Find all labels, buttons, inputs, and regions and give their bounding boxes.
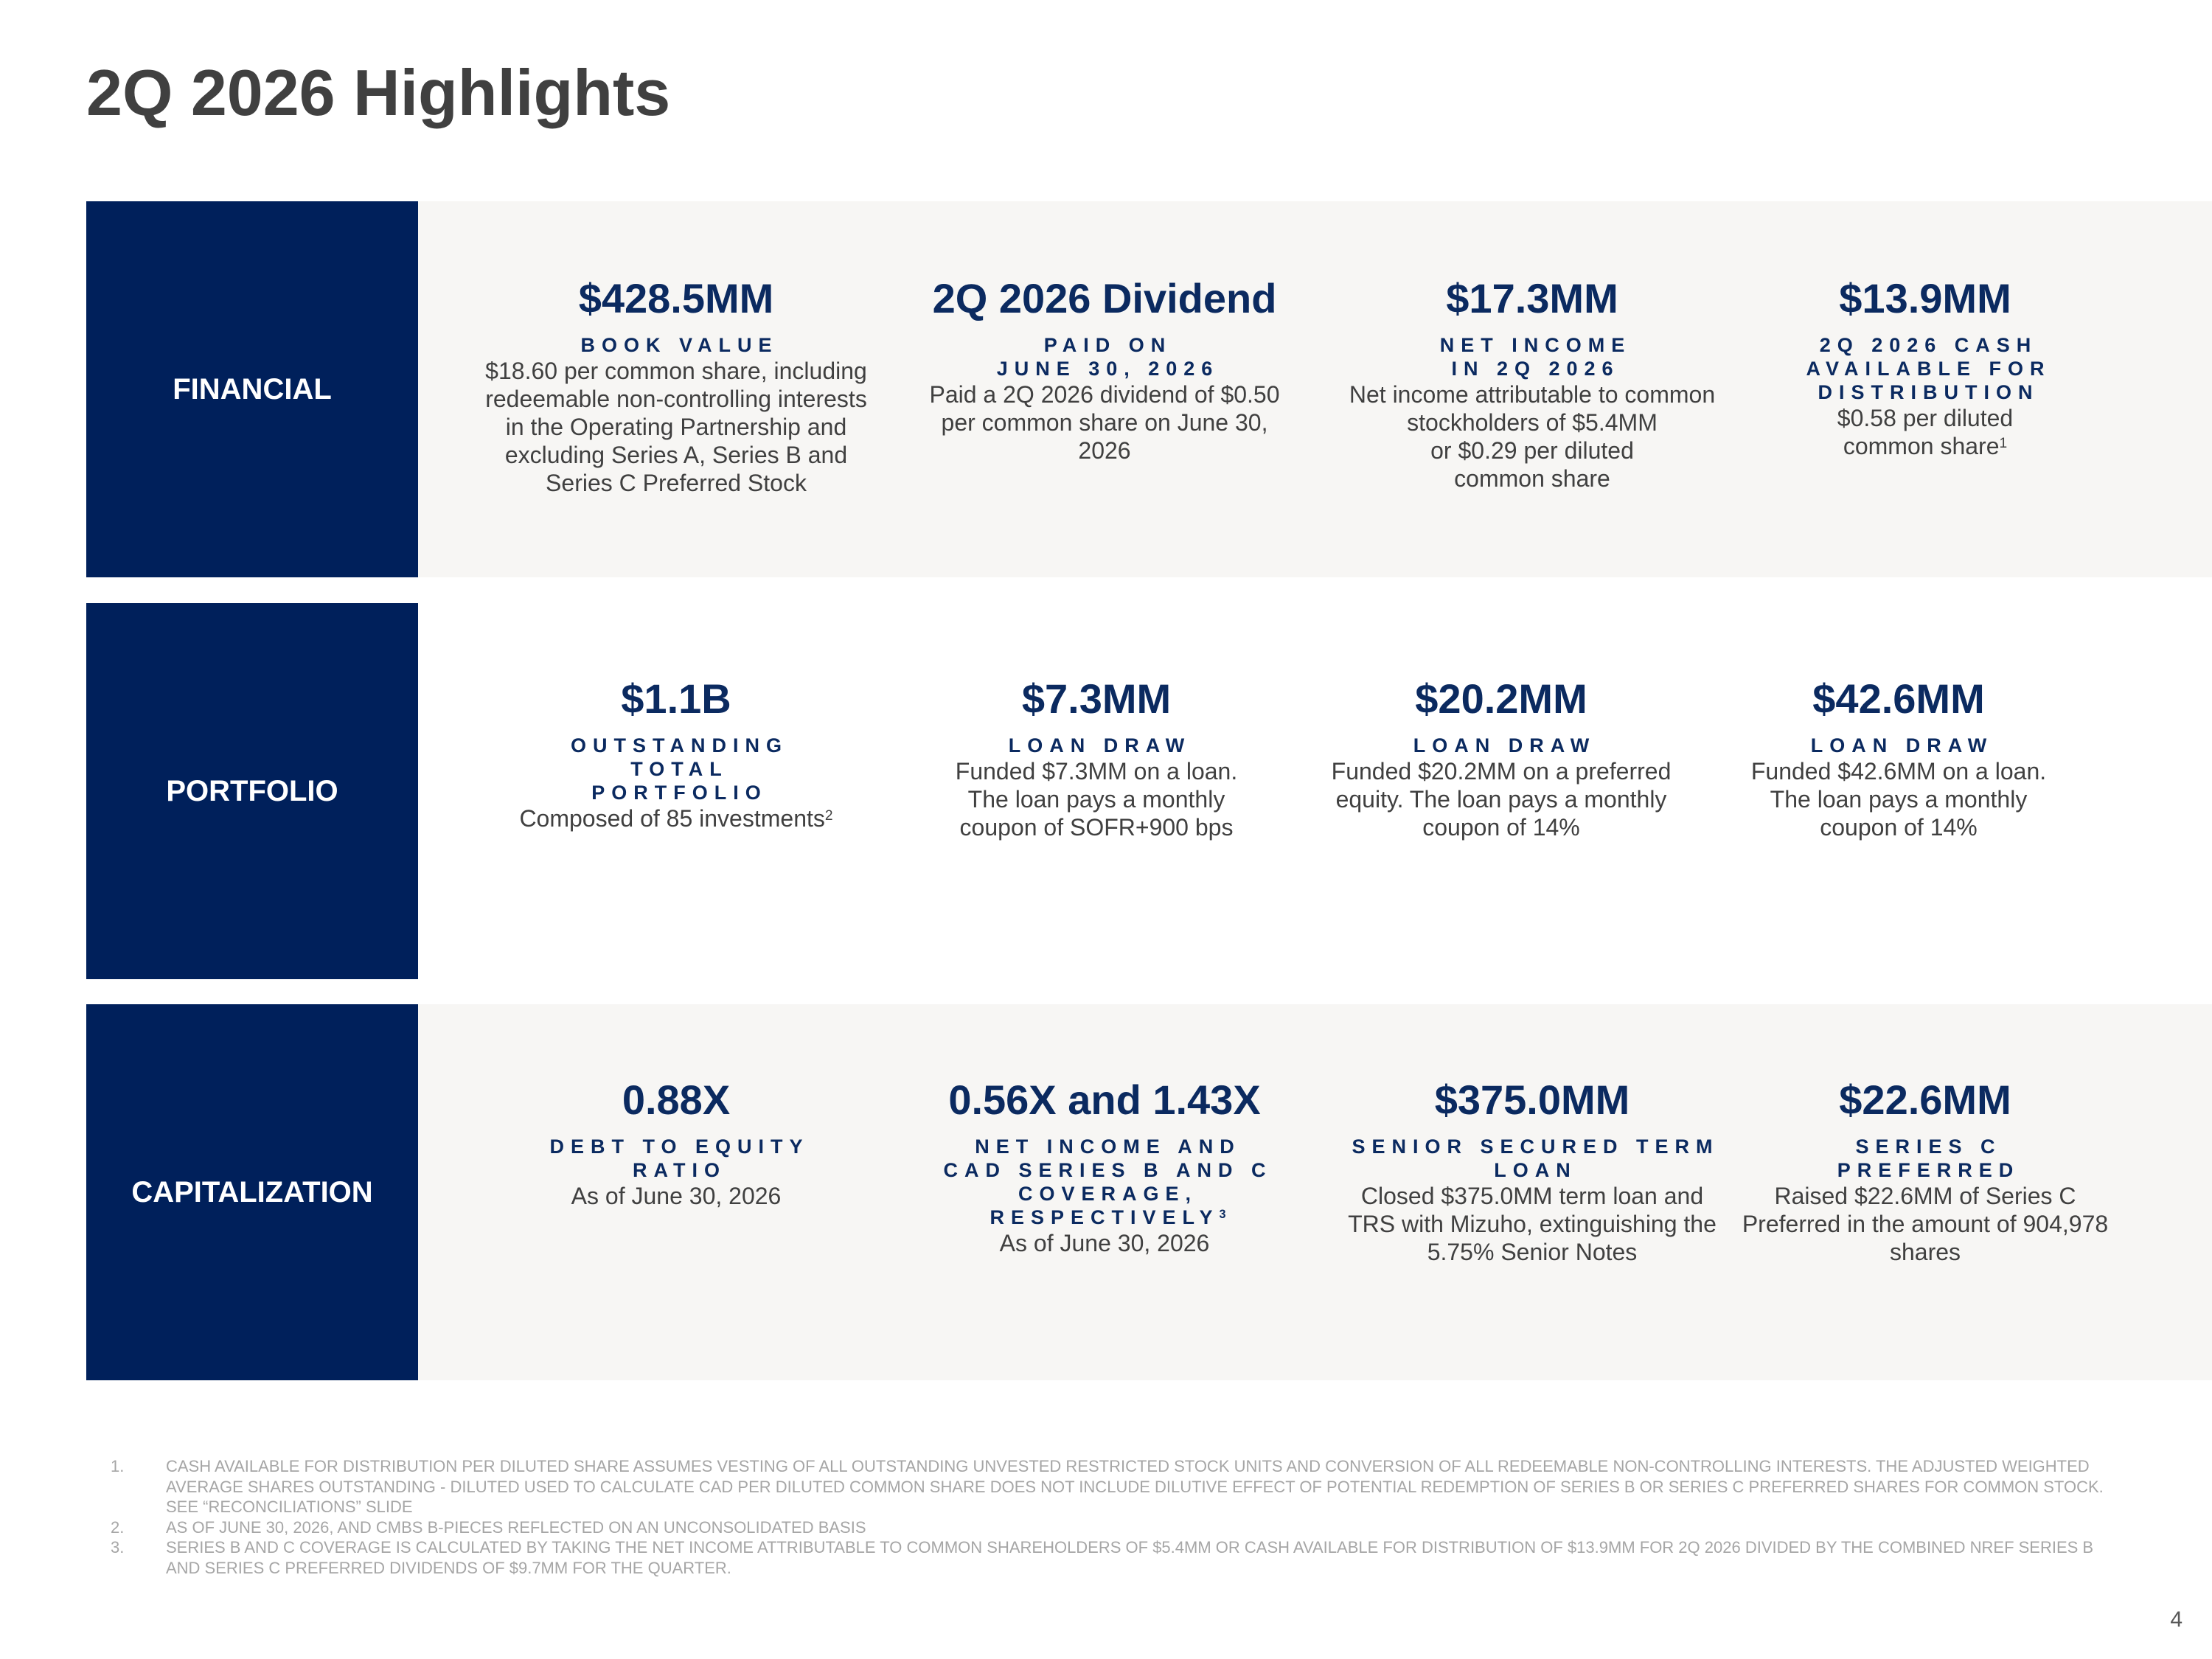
loan-draw-card-3: $42.6MM LOAN DRAW Funded $42.6MM on a lo… xyxy=(1700,674,2098,841)
card-description: Composed of 85 investments2 xyxy=(477,804,875,832)
card-metric: 2Q 2026 Dividend xyxy=(932,275,1277,321)
card-description: Raised $22.6MM of Series C Preferred in … xyxy=(1742,1183,2109,1266)
card-metric: $22.6MM xyxy=(1839,1077,2011,1123)
debt-to-equity-card: 0.88X DEBT TO EQUITY RATIO As of June 30… xyxy=(477,1075,875,1210)
card-metric: $375.0MM xyxy=(1434,1077,1630,1123)
loan-draw-card-2: $20.2MM LOAN DRAW Funded $20.2MM on a pr… xyxy=(1302,674,1700,841)
card-caption: 2Q 2026 CASH AVAILABLE FOR DISTRIBUTION xyxy=(1806,334,2051,404)
net-income-card: $17.3MM NET INCOME IN 2Q 2026 Net income… xyxy=(1333,274,1731,493)
capitalization-section: CAPITALIZATION 0.88X DEBT TO EQUITY RATI… xyxy=(86,1004,2212,1380)
card-caption: NET INCOME AND CAD SERIES B AND C COVERA… xyxy=(905,1135,1304,1229)
term-loan-card: $375.0MM SENIOR SECURED TERM LOAN Closed… xyxy=(1333,1075,1731,1266)
footnote-2: 2. AS OF JUNE 30, 2026, AND CMBS B-PIECE… xyxy=(111,1517,2116,1538)
footnote-text: CASH AVAILABLE FOR DISTRIBUTION PER DILU… xyxy=(166,1457,2104,1516)
card-caption: PAID ON JUNE 30, 2026 xyxy=(996,334,1220,380)
card-caption: SERIES C PREFERRED xyxy=(1837,1135,2020,1182)
dividend-card: 2Q 2026 Dividend PAID ON JUNE 30, 2026 P… xyxy=(905,274,1304,465)
card-description: Closed $375.0MM term loan and TRS with M… xyxy=(1348,1183,1717,1266)
capitalization-label: CAPITALIZATION xyxy=(86,1004,418,1380)
footnote-text: SERIES B AND C COVERAGE IS CALCULATED BY… xyxy=(166,1538,2094,1577)
page-number: 4 xyxy=(2170,1607,2183,1632)
card-caption-text: NET INCOME AND CAD SERIES B AND C COVERA… xyxy=(943,1135,1273,1229)
card-description: As of June 30, 2026 xyxy=(571,1183,782,1210)
card-description-text: Composed of 85 investments xyxy=(519,805,825,832)
card-description: Funded $42.6MM on a loan. The loan pays … xyxy=(1750,758,2047,841)
footnote-3: 3. SERIES B AND C COVERAGE IS CALCULATED… xyxy=(111,1537,2116,1578)
cash-available-card: $13.9MM 2Q 2026 CASH AVAILABLE FOR DISTR… xyxy=(1726,274,2124,460)
card-caption: OUTSTANDING TOTAL PORTFOLIO xyxy=(571,734,788,804)
card-metric: $20.2MM xyxy=(1415,675,1587,722)
portfolio-label: PORTFOLIO xyxy=(86,603,418,979)
card-caption: BOOK VALUE xyxy=(580,334,779,357)
book-value-card: $428.5MM BOOK VALUE $18.60 per common sh… xyxy=(477,274,875,497)
card-description: Paid a 2Q 2026 dividend of $0.50 per com… xyxy=(929,381,1280,465)
card-caption: DEBT TO EQUITY RATIO xyxy=(549,1135,810,1182)
financial-label: FINANCIAL xyxy=(86,201,418,577)
card-metric: $428.5MM xyxy=(578,275,774,321)
card-metric: $13.9MM xyxy=(1839,275,2011,321)
total-portfolio-card: $1.1B OUTSTANDING TOTAL PORTFOLIO Compos… xyxy=(477,674,875,832)
financial-section: FINANCIAL $428.5MM BOOK VALUE $18.60 per… xyxy=(86,201,2212,577)
card-metric: $42.6MM xyxy=(1812,675,1985,722)
card-description: As of June 30, 2026 xyxy=(999,1230,1210,1257)
footnote-ref: 2 xyxy=(824,807,833,824)
footnote-number: 3. xyxy=(111,1538,125,1557)
footnotes: 1. CASH AVAILABLE FOR DISTRIBUTION PER D… xyxy=(111,1456,2116,1578)
card-caption: LOAN DRAW xyxy=(1008,734,1192,757)
footnote-1: 1. CASH AVAILABLE FOR DISTRIBUTION PER D… xyxy=(111,1456,2116,1517)
card-metric: $1.1B xyxy=(621,675,731,722)
series-c-card: $22.6MM SERIES C PREFERRED Raised $22.6M… xyxy=(1726,1075,2124,1266)
card-description: Net income attributable to common stockh… xyxy=(1349,381,1716,493)
card-description-text: $0.58 per diluted common share xyxy=(1837,405,2014,460)
coverage-card: 0.56X and 1.43X NET INCOME AND CAD SERIE… xyxy=(905,1075,1304,1257)
card-caption: NET INCOME IN 2Q 2026 xyxy=(1439,334,1632,380)
card-metric: 0.56X and 1.43X xyxy=(948,1077,1261,1123)
footnote-ref: 3 xyxy=(1219,1208,1226,1222)
page-title: 2Q 2026 Highlights xyxy=(86,56,671,129)
footnote-number: 2. xyxy=(111,1517,125,1537)
loan-draw-card-1: $7.3MM LOAN DRAW Funded $7.3MM on a loan… xyxy=(897,674,1295,841)
card-description: Funded $7.3MM on a loan. The loan pays a… xyxy=(955,758,1238,841)
footnote-text: AS OF JUNE 30, 2026, AND CMBS B-PIECES R… xyxy=(166,1517,866,1537)
footnote-ref: 1 xyxy=(1999,435,2008,451)
footnote-number: 1. xyxy=(111,1457,125,1475)
card-caption: LOAN DRAW xyxy=(1810,734,1994,757)
card-caption: LOAN DRAW xyxy=(1413,734,1596,757)
card-description: $0.58 per diluted common share1 xyxy=(1726,404,2124,460)
card-description: Funded $20.2MM on a preferred equity. Th… xyxy=(1331,758,1672,841)
card-metric: 0.88X xyxy=(622,1077,731,1123)
card-metric: $7.3MM xyxy=(1021,675,1172,722)
card-description: $18.60 per common share, including redee… xyxy=(485,358,867,497)
card-metric: $17.3MM xyxy=(1446,275,1618,321)
portfolio-section: PORTFOLIO $1.1B OUTSTANDING TOTAL PORTFO… xyxy=(86,603,2212,979)
card-caption: SENIOR SECURED TERM LOAN xyxy=(1352,1135,1719,1182)
